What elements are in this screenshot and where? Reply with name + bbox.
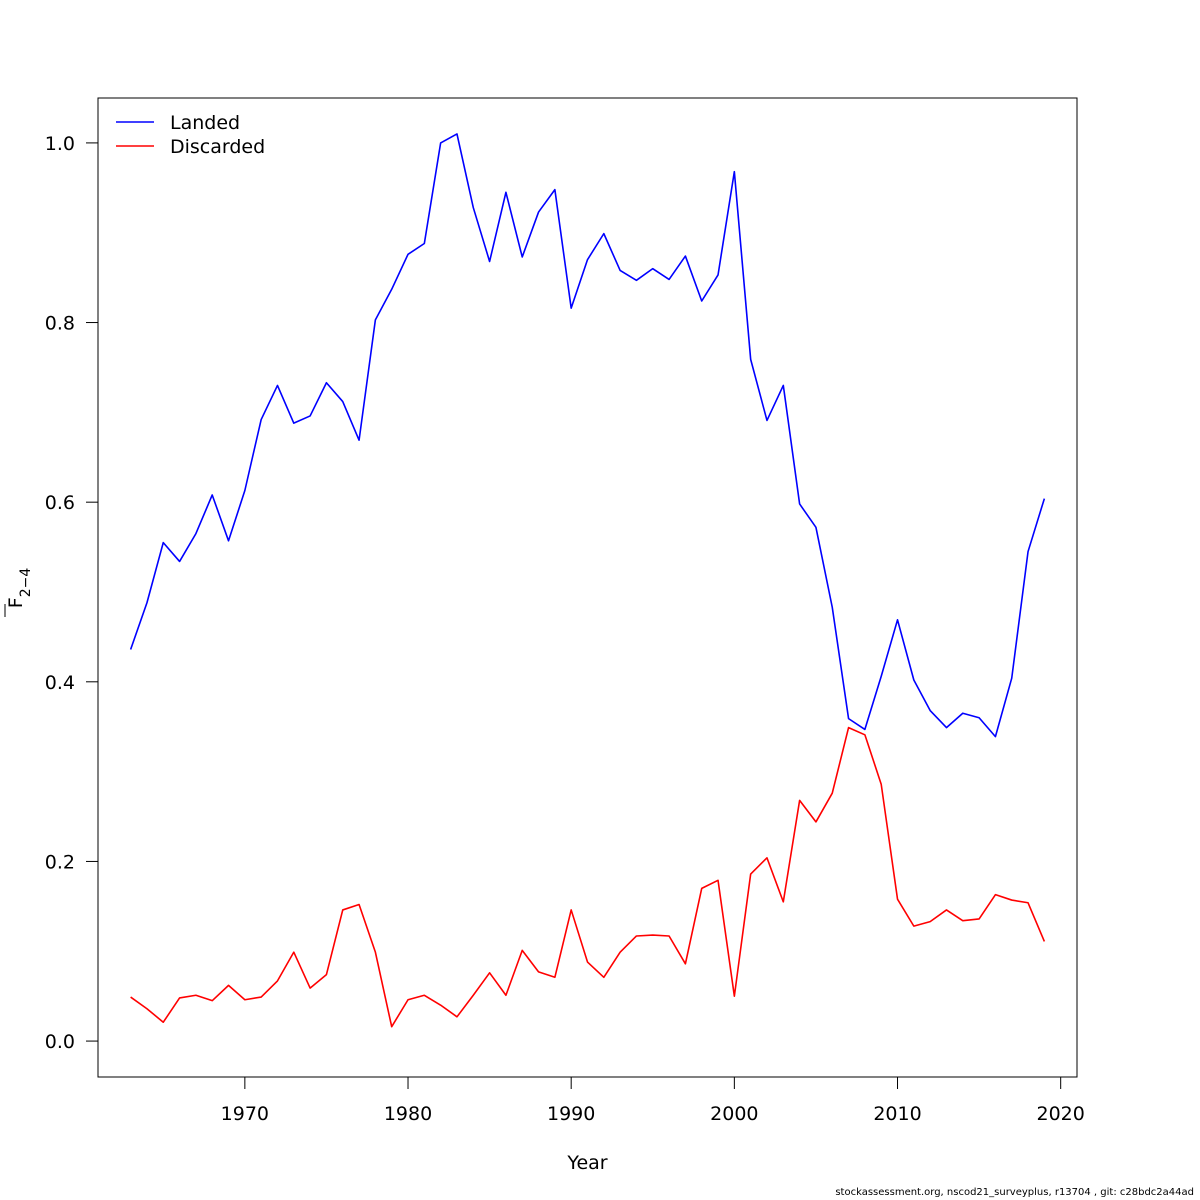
- x-tick-label: 2020: [1037, 1103, 1085, 1125]
- legend-label: Discarded: [170, 136, 265, 158]
- legend-label: Landed: [170, 112, 240, 134]
- y-tick-label: 1.0: [45, 133, 75, 155]
- x-tick-label: 1990: [547, 1103, 595, 1125]
- legend-item-landed: Landed: [116, 112, 240, 134]
- svg-text:F2−4: F2−4: [5, 568, 34, 609]
- series-landed: [129, 133, 1046, 738]
- plot-frame: [97, 97, 1078, 1078]
- x-axis: 1970 1980 1990 2000 2010 2020: [221, 1076, 1085, 1125]
- series-discarded: [130, 726, 1046, 1028]
- series-line-landed: [129, 133, 1046, 738]
- y-axis-title: F2−4: [4, 568, 34, 617]
- y-tick-label: 0.4: [45, 672, 75, 694]
- y-axis: 0.0 0.2 0.4 0.6 0.8 1.0: [45, 133, 99, 1053]
- legend-item-discarded: Discarded: [116, 136, 265, 158]
- y-tick-label: 0.8: [45, 313, 75, 335]
- y-tick-label: 0.2: [45, 851, 75, 873]
- x-axis-title: Year: [566, 1152, 607, 1174]
- y-tick-label: 0.0: [45, 1031, 75, 1053]
- series-line-discarded: [130, 726, 1046, 1028]
- series-layer: [129, 133, 1046, 1028]
- x-tick-label: 2000: [710, 1103, 758, 1125]
- x-tick-label: 1970: [221, 1103, 269, 1125]
- x-tick-label: 1980: [384, 1103, 432, 1125]
- y-tick-label: 0.6: [45, 492, 75, 514]
- y-axis-title-sub: 2−4: [18, 568, 34, 598]
- y-axis-title-main: F: [5, 597, 27, 608]
- footer-caption: stockassessment.org, nscod21_surveyplus,…: [835, 1187, 1194, 1198]
- x-tick-label: 2010: [873, 1103, 921, 1125]
